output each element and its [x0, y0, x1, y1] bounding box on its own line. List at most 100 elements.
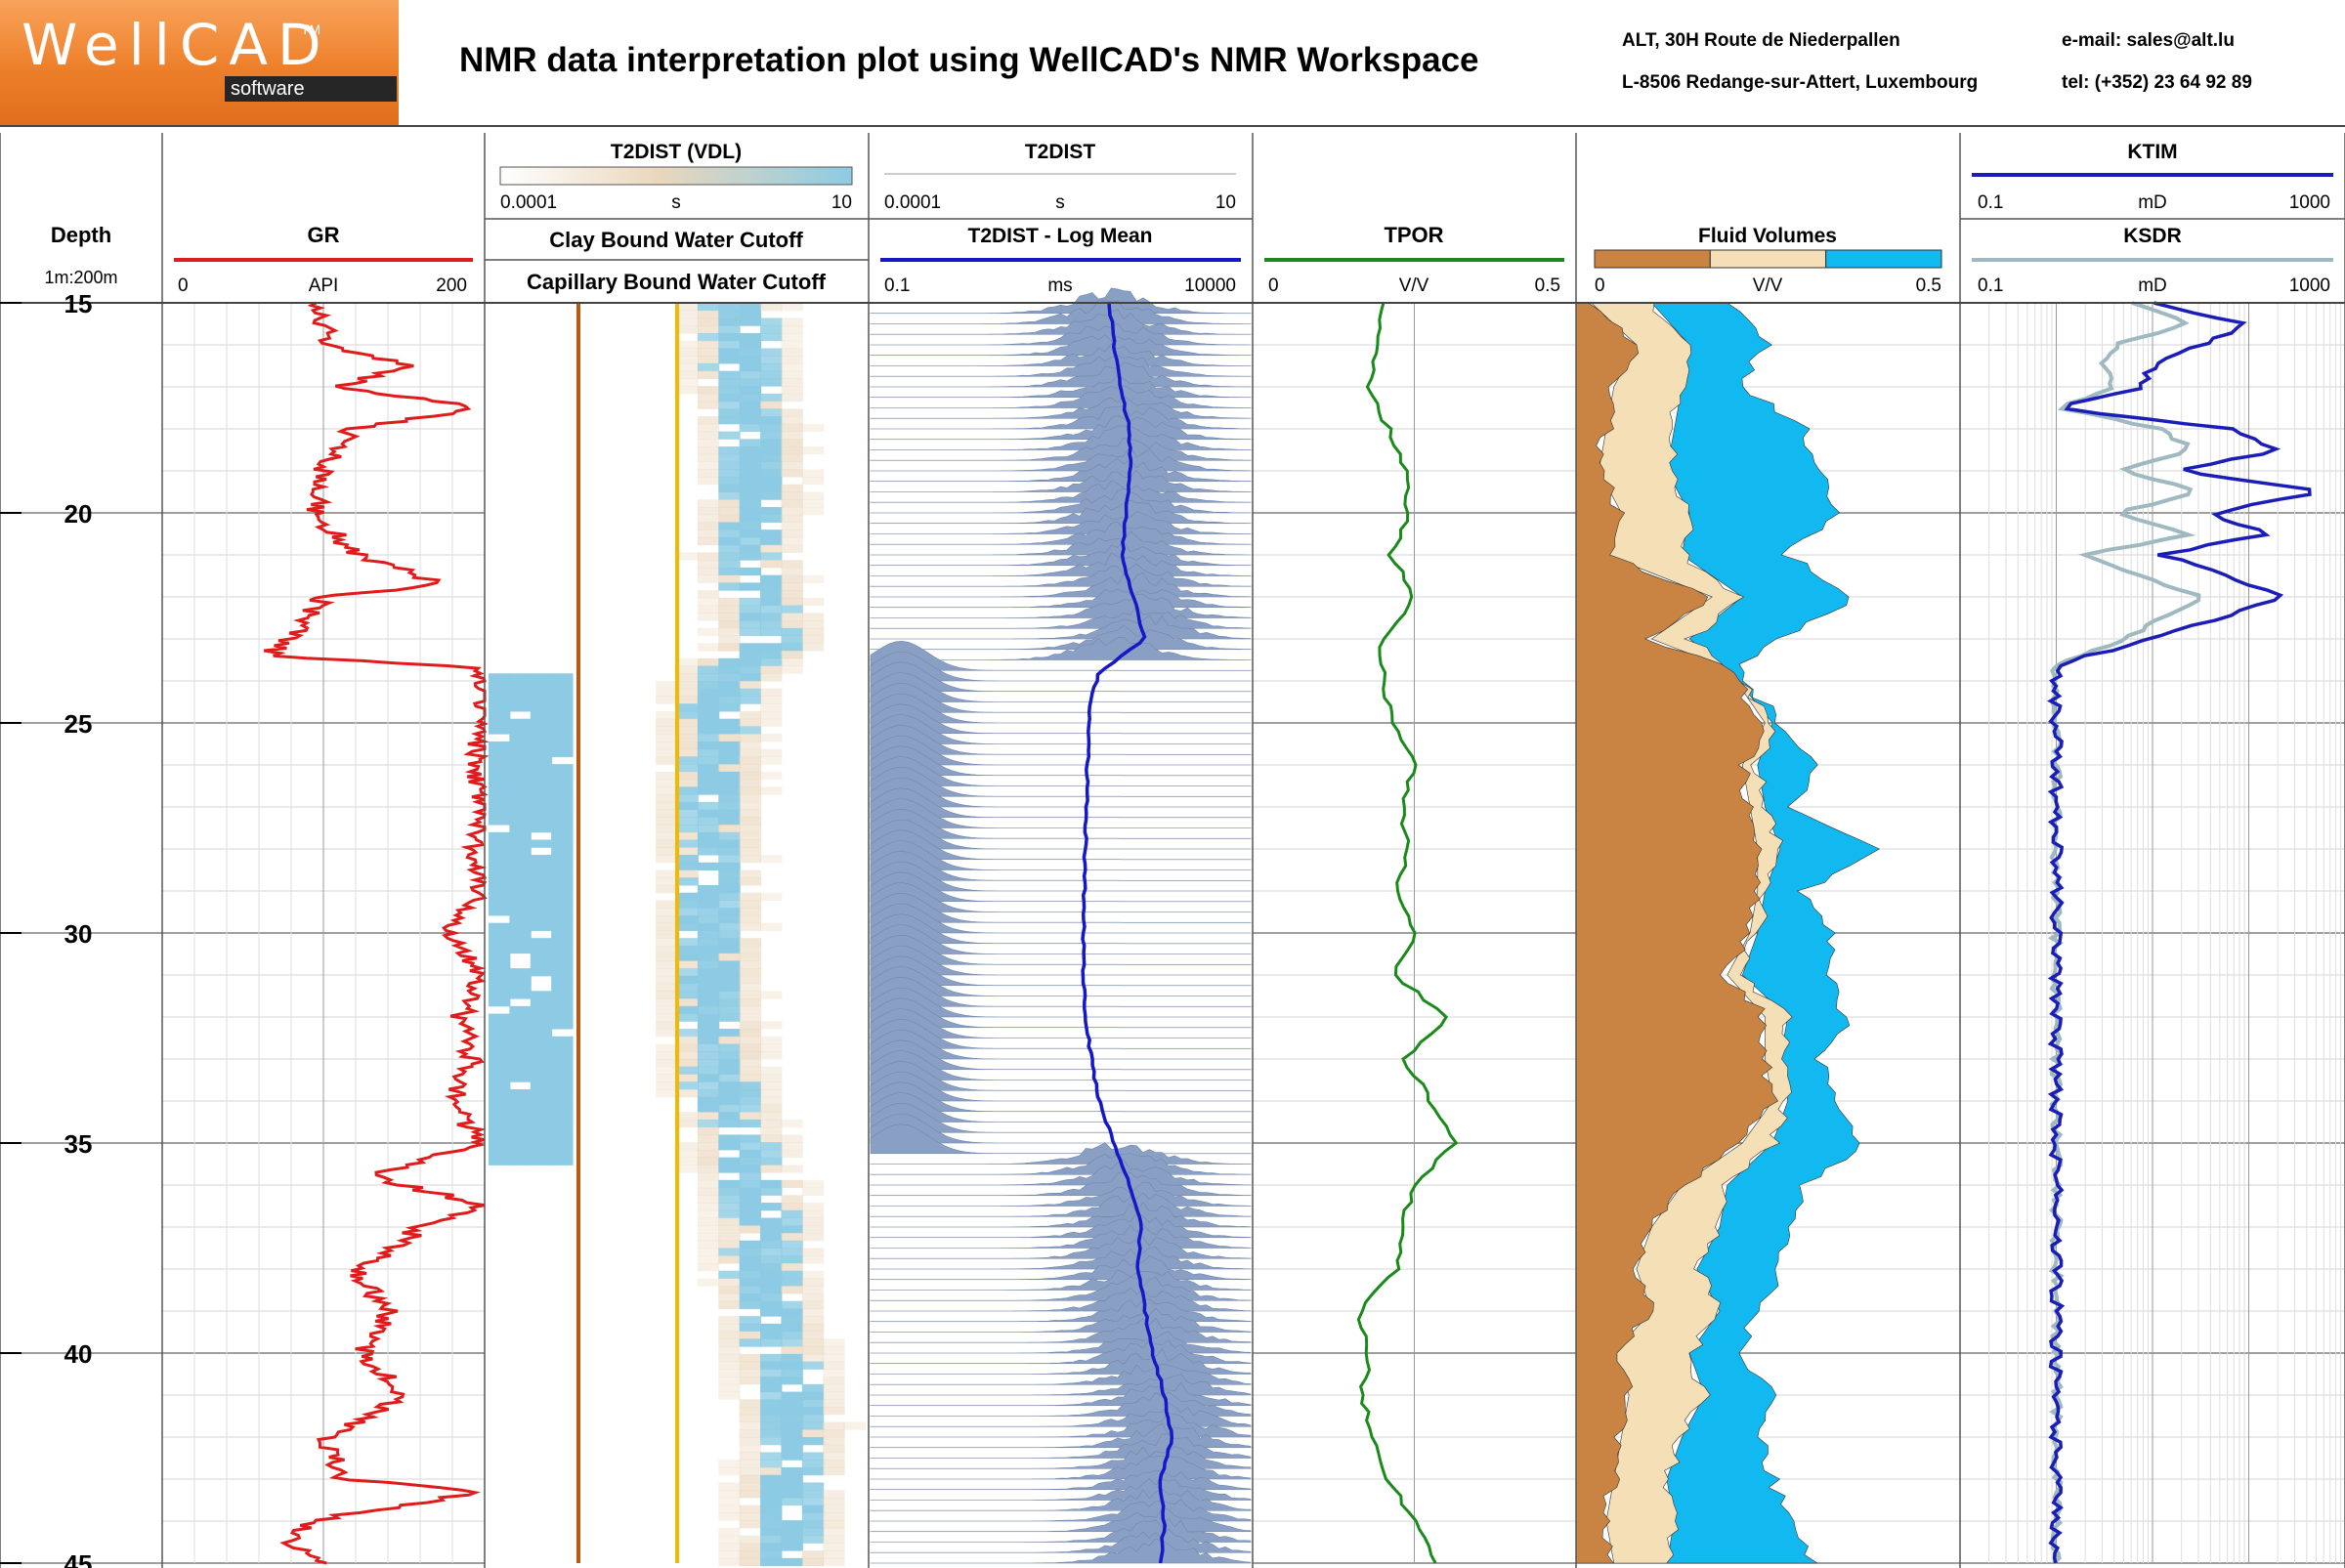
vdl-cell — [739, 771, 762, 781]
vdl-cell — [489, 801, 511, 811]
vdl-cell — [739, 1270, 762, 1279]
vdl-cell — [509, 991, 532, 999]
vdl-cell — [697, 991, 720, 999]
vdl-cell — [781, 1338, 803, 1347]
vdl-cell — [676, 340, 699, 349]
vdl-cell — [656, 756, 678, 765]
vdl-cell — [823, 1512, 845, 1521]
vdl-cell — [697, 613, 720, 621]
vdl-cell — [823, 1535, 845, 1544]
vdl-cell — [697, 627, 720, 637]
vdl-cell — [760, 590, 783, 599]
vdl-cell — [551, 983, 574, 992]
depth-label: 35 — [64, 1129, 93, 1159]
vdl-cell — [489, 1088, 511, 1098]
vdl-cell — [509, 938, 532, 947]
vdl-cell — [718, 530, 741, 538]
vdl-cell — [676, 1029, 699, 1038]
vdl-cell — [718, 794, 741, 803]
vdl-cell — [697, 801, 720, 811]
vdl-cell — [739, 764, 762, 773]
vdl-cell — [697, 847, 720, 856]
vdl-cell — [509, 756, 532, 765]
vdl-cell — [801, 1300, 825, 1309]
vdl-cell — [760, 1520, 783, 1529]
vdl-cell — [718, 1096, 741, 1105]
vdl-cell — [781, 1203, 803, 1211]
vdl-cell — [676, 1051, 699, 1060]
vdl-cell — [739, 1240, 762, 1249]
vdl-cell — [760, 477, 783, 486]
vdl-cell — [760, 718, 783, 727]
vdl-cell — [760, 892, 783, 901]
vdl-cell — [718, 1104, 741, 1113]
t2dist-waveform — [870, 458, 1252, 483]
t2dist-waveform — [870, 624, 1252, 651]
vdl-cell — [739, 1112, 762, 1121]
vdl-cell — [697, 362, 720, 372]
vdl-cell — [697, 393, 720, 403]
vdl-cell — [656, 975, 678, 985]
vdl-cell — [551, 1096, 574, 1105]
vdl-cell — [676, 839, 699, 848]
vdl-cell — [718, 1165, 741, 1173]
t2dist-max: 10 — [1215, 192, 1236, 213]
vdl-cell — [489, 771, 511, 781]
vdl-cell — [739, 953, 762, 961]
vdl-cell — [718, 696, 741, 704]
vdl-cell — [489, 1104, 511, 1113]
depth-label: 25 — [64, 709, 93, 739]
vdl-cell — [781, 386, 803, 395]
vdl-cell — [656, 847, 678, 856]
vdl-cell — [509, 847, 532, 856]
vdl-cell — [509, 764, 532, 773]
vdl-cell — [781, 1119, 803, 1128]
vdl-cell — [697, 779, 720, 787]
vdl-cell — [656, 884, 678, 894]
vdl-cell — [530, 855, 553, 864]
vdl-cell — [697, 340, 720, 349]
vdl-cell — [739, 408, 762, 417]
vdl-cell — [551, 839, 574, 848]
vdl-cell — [739, 1437, 762, 1446]
vdl-cell — [489, 991, 511, 999]
vdl-cell — [801, 1203, 825, 1211]
vdl-cell — [530, 756, 553, 765]
vdl-cell — [801, 1209, 825, 1219]
vdl-cell — [489, 1066, 511, 1075]
vdl-cell — [739, 530, 762, 538]
vdl-cell — [718, 741, 741, 750]
vdl-cell — [739, 582, 762, 591]
vdl-cell — [697, 657, 720, 667]
vdl-cell — [739, 839, 762, 848]
vdl-cell — [530, 801, 553, 811]
vdl-cell — [676, 914, 699, 924]
vdl-cell — [489, 741, 511, 750]
vdl-cell — [739, 522, 762, 530]
vdl-cell — [697, 1209, 720, 1219]
vdl-cell — [656, 945, 678, 954]
vdl-cell — [760, 696, 783, 704]
vdl-cell — [739, 1187, 762, 1196]
vdl-cell — [530, 1021, 553, 1030]
vdl-cell — [739, 386, 762, 395]
vdl-cell — [509, 869, 532, 878]
vdl-cell — [509, 1036, 532, 1045]
vdl-cell — [697, 764, 720, 773]
vdl-cell — [530, 1005, 553, 1015]
vdl-cell — [739, 1119, 762, 1128]
vdl-cell — [656, 914, 678, 924]
t2dist-waveform — [870, 588, 1252, 609]
vdl-cell — [823, 1543, 845, 1551]
vdl-cell — [530, 1096, 553, 1105]
vdl-cell — [697, 1051, 720, 1060]
vdl-cell — [530, 1051, 553, 1060]
vdl-cell — [551, 1142, 574, 1151]
vdl-cell — [489, 817, 511, 826]
logmean-title: T2DIST - Log Mean — [968, 225, 1153, 247]
vdl-cell — [739, 1172, 762, 1181]
vdl-cell — [718, 1460, 741, 1468]
vdl-cell — [739, 597, 762, 607]
vdl-cell — [801, 1414, 825, 1423]
vdl-cell — [823, 1361, 845, 1370]
